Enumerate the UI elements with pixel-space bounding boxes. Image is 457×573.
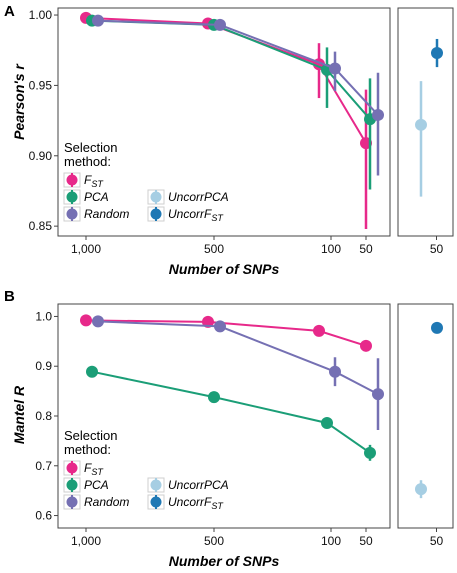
x-tick-label: 500	[204, 534, 224, 548]
y-tick-label: 0.95	[29, 78, 53, 92]
data-point-random	[329, 365, 341, 378]
panel-a-main-plot-frame	[57, 7, 391, 237]
legend-label: PCA	[84, 478, 109, 492]
panel-a-x-axis-title: Number of SNPs	[169, 261, 280, 277]
x-tick-label: 500	[204, 242, 224, 256]
panel-b-letter: B	[4, 288, 15, 305]
side-x-tick-label: 50	[430, 534, 444, 548]
side-data-point-uncorrpca	[415, 118, 427, 131]
legend-key-marker	[150, 496, 162, 508]
y-tick-label: 0.90	[29, 149, 53, 163]
legend-key-marker	[66, 496, 78, 508]
panel-b: B Mantel R Number of SNPs 0.6 0.7 0.8 0.9 1.…	[4, 288, 454, 569]
series-line-fst	[85, 16, 367, 144]
side-data-point-uncorrfst	[431, 47, 443, 60]
data-point-random	[214, 18, 226, 31]
data-point-random	[214, 320, 226, 333]
x-tick-label: 50	[359, 534, 373, 548]
legend-label: UncorrPCA	[168, 190, 229, 204]
y-tick-label: 0.85	[29, 219, 53, 233]
panel-b-x-axis-title: Number of SNPs	[169, 553, 280, 569]
panel-a: A Pearson's r Number of SNPs 0.85 0.90 0.9…	[4, 3, 454, 277]
data-point-random	[92, 315, 104, 328]
legend-title-line2: method:	[64, 442, 111, 457]
panel-b-side-plot-frame	[397, 303, 454, 529]
x-tick-label: 1,000	[71, 534, 101, 548]
data-point-random	[329, 62, 341, 75]
panel-a-side-plot-frame	[397, 7, 454, 237]
series-line-fst	[85, 319, 367, 347]
y-tick-label: 0.8	[35, 409, 52, 423]
data-point-fst	[80, 314, 92, 327]
series-line-random	[97, 320, 379, 395]
data-point-random	[372, 108, 384, 121]
legend-key-marker	[150, 208, 162, 220]
y-tick-label: 0.9	[35, 359, 52, 373]
x-tick-label: 100	[321, 534, 341, 548]
data-point-random	[372, 388, 384, 401]
legend-key-marker	[66, 479, 78, 491]
series-line-random	[97, 19, 379, 116]
x-tick-label: 1,000	[71, 242, 101, 256]
data-point-fst	[313, 324, 325, 337]
legend-label: UncorrFST	[168, 207, 224, 223]
legend-key-marker	[150, 479, 162, 491]
y-tick-label: 1.00	[29, 8, 53, 22]
y-tick-label: 1.0	[35, 309, 52, 323]
panel-a-letter: A	[4, 3, 15, 20]
x-tick-label: 50	[359, 242, 373, 256]
legend-title-line1: Selection	[64, 140, 117, 155]
panel-b-y-axis-title: Mantel R	[11, 385, 27, 444]
series-line-pca	[91, 370, 371, 454]
legend-key-marker	[66, 208, 78, 220]
y-tick-label: 0.7	[35, 459, 52, 473]
legend-label: UncorrFST	[168, 495, 224, 511]
side-data-point-uncorrfst	[431, 321, 443, 334]
x-tick-label: 100	[321, 242, 341, 256]
legend-title-line2: method:	[64, 154, 111, 169]
side-x-tick-label: 50	[430, 242, 444, 256]
legend-key-marker	[150, 191, 162, 203]
data-point-pca	[208, 391, 220, 404]
y-tick-label: 0.6	[35, 509, 52, 523]
legend-label: UncorrPCA	[168, 478, 229, 492]
data-point-pca	[86, 365, 98, 378]
legend-label: FST	[84, 461, 104, 477]
panel-a-y-axis-title: Pearson's r	[11, 63, 27, 140]
legend-key-marker	[66, 174, 78, 186]
legend-title-line1: Selection	[64, 428, 117, 443]
legend-label: Random	[84, 207, 129, 221]
legend-label: Random	[84, 495, 129, 509]
data-point-pca	[364, 446, 376, 459]
legend-label: FST	[84, 173, 104, 189]
side-data-point-uncorrpca	[415, 483, 427, 496]
legend-key-marker	[66, 462, 78, 474]
data-point-random	[92, 14, 104, 27]
data-point-pca	[321, 416, 333, 429]
legend-label: PCA	[84, 190, 109, 204]
legend-key-marker	[66, 191, 78, 203]
data-point-fst	[360, 339, 372, 352]
